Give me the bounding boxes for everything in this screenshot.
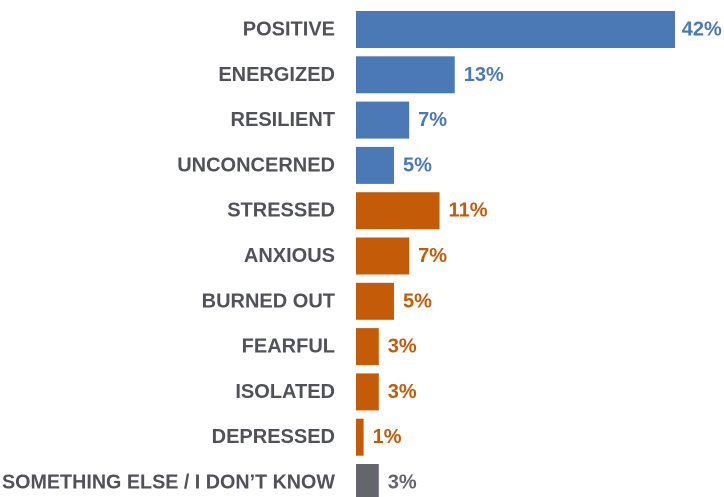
category-label: STRESSED xyxy=(227,200,335,222)
bar xyxy=(356,101,410,139)
category-label: ISOLATED xyxy=(235,381,335,403)
category-label: ANXIOUS xyxy=(244,245,335,267)
bar xyxy=(356,56,455,94)
bar xyxy=(356,146,394,184)
value-label: 1% xyxy=(373,426,402,448)
category-label: FEARFUL xyxy=(242,336,335,358)
category-label: RESILIENT xyxy=(231,109,335,131)
value-label: 7% xyxy=(418,245,447,267)
bar xyxy=(356,464,379,497)
value-label: 11% xyxy=(449,200,488,222)
value-label: 13% xyxy=(464,64,504,86)
bar xyxy=(356,237,410,275)
bar xyxy=(356,11,675,48)
category-label: ENERGIZED xyxy=(218,64,335,86)
bar xyxy=(356,328,379,366)
value-label: 42% xyxy=(682,19,722,41)
value-label: 3% xyxy=(388,472,417,494)
category-label: DEPRESSED xyxy=(212,426,335,448)
bar xyxy=(356,418,364,456)
bar xyxy=(356,192,440,230)
bar xyxy=(356,282,394,320)
value-label: 3% xyxy=(388,381,417,403)
value-label: 5% xyxy=(403,290,432,312)
value-label: 3% xyxy=(388,336,417,358)
value-label: 7% xyxy=(418,109,447,131)
category-label: BURNED OUT xyxy=(202,290,335,312)
category-label: POSITIVE xyxy=(243,19,335,41)
bar xyxy=(356,373,379,411)
category-label: SOMETHING ELSE / I DON’T KNOW xyxy=(2,472,335,494)
value-label: 5% xyxy=(403,154,432,176)
category-label: UNCONCERNED xyxy=(177,154,335,176)
